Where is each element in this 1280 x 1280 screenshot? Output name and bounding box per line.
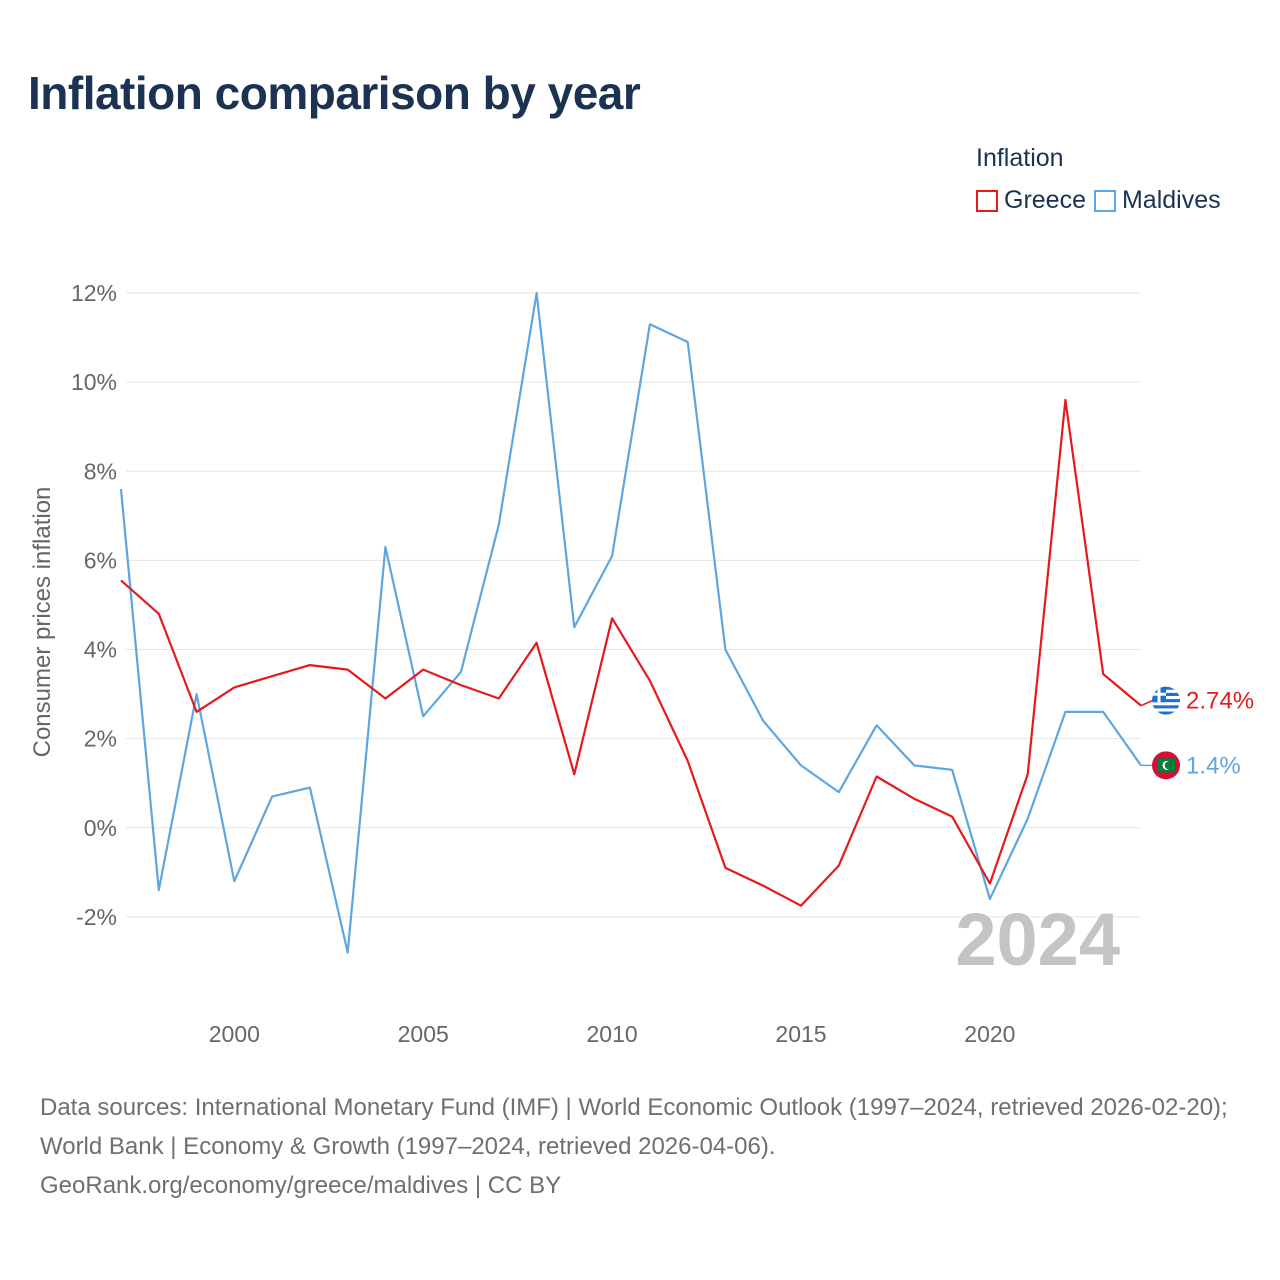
series-line-greece — [120, 398, 1142, 907]
y-tick-label: 6% — [84, 547, 117, 573]
x-tick-label: 2015 — [775, 1021, 826, 1047]
chart-title: Inflation comparison by year — [28, 67, 641, 119]
y-tick-label: -2% — [76, 904, 117, 930]
x-tick-label: 2005 — [398, 1021, 449, 1047]
end-label-maldives: 1.4% — [1186, 752, 1241, 779]
grid-lines — [126, 292, 1141, 918]
footer: Data sources: International Monetary Fun… — [40, 1088, 1250, 1205]
legend-item-greece[interactable]: Greece — [976, 186, 1086, 215]
y-tick-label: 10% — [71, 369, 117, 395]
x-tick-label: 2020 — [964, 1021, 1015, 1047]
y-tick-label: 4% — [84, 637, 117, 663]
series-line-maldives — [119, 291, 1142, 954]
y-tick-label: 2% — [84, 726, 117, 752]
legend: Greece Maldives — [976, 186, 1229, 215]
flag-icon-greece — [1152, 686, 1180, 715]
x-tick-label: 2000 — [209, 1021, 260, 1047]
y-axis-label: Consumer prices inflation — [29, 487, 56, 758]
x-tick-label: 2010 — [587, 1021, 638, 1047]
end-label-greece: 2.74% — [1186, 688, 1254, 715]
end-connector — [1140, 699, 1153, 707]
x-axis: 2000 2005 2010 2015 2020 — [209, 1021, 1016, 1047]
end-labels: 2.74% 1.4% — [1140, 686, 1254, 780]
legend-swatch-greece — [976, 189, 998, 212]
year-watermark: 2024 — [955, 898, 1120, 981]
legend-label-maldives: Maldives — [1121, 186, 1221, 214]
series-lines — [119, 291, 1142, 954]
legend-swatch-maldives — [1093, 189, 1116, 212]
source-link[interactable]: GeoRank.org/economy/greece/maldives | CC… — [40, 1172, 562, 1199]
legend-item-maldives[interactable]: Maldives — [1093, 186, 1221, 215]
y-axis: -2% 0% 2% 4% 6% 8% 10% 12% — [71, 280, 117, 930]
legend-title: Inflation — [976, 144, 1064, 172]
y-tick-label: 8% — [84, 458, 117, 484]
y-tick-label: 0% — [84, 815, 117, 841]
y-tick-label: 12% — [71, 280, 117, 306]
data-sources: Data sources: International Monetary Fun… — [40, 1094, 1228, 1160]
flag-icon-maldives — [1152, 751, 1180, 780]
legend-label-greece: Greece — [1004, 186, 1086, 214]
line-chart: -2% 0% 2% 4% 6% 8% 10% 12% 2000 2005 2010 2015 2020… — [29, 280, 1254, 1047]
